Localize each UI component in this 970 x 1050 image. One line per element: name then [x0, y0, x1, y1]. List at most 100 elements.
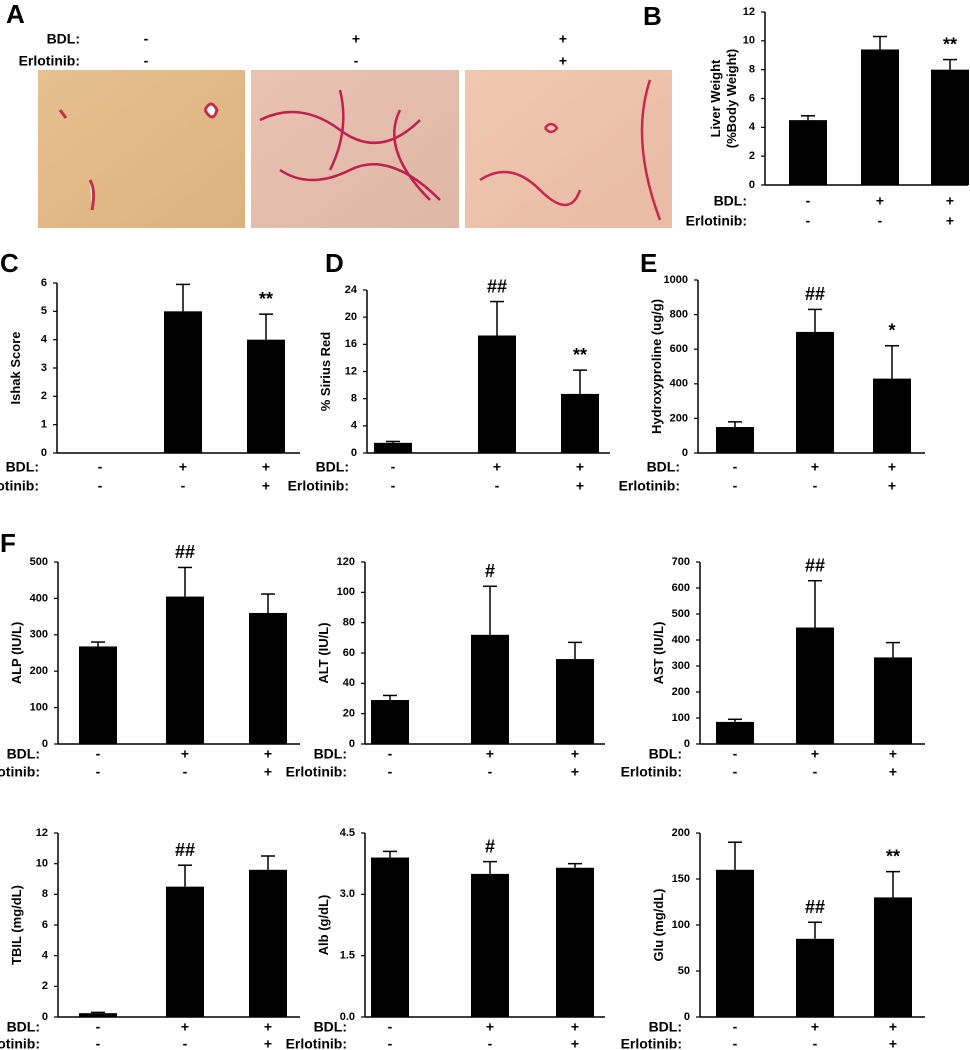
condition-name: Erlotinib:: [0, 478, 39, 494]
y-tick-label: 150: [672, 873, 690, 885]
y-tick-label: 6: [42, 919, 48, 931]
bar: [561, 393, 599, 453]
error-bar: [490, 300, 504, 336]
condition-sign: -: [96, 1019, 101, 1035]
y-tick-label: 1.5: [340, 950, 355, 962]
condition-sign: +: [946, 213, 954, 229]
condition-name: Erlotinib:: [286, 764, 347, 780]
bar: [164, 311, 202, 453]
condition-sign: -: [391, 459, 396, 475]
y-tick-label: 20: [345, 311, 357, 323]
bar: [796, 627, 834, 744]
condition-sign: +: [889, 764, 897, 780]
y-tick-label: 200: [670, 412, 688, 424]
y-axis-label: Liver Weight(%Body Weight): [708, 49, 739, 148]
bar: [471, 873, 509, 1017]
error-bar: [728, 421, 742, 428]
error-bar: [483, 860, 497, 874]
error-bar: [808, 579, 822, 628]
condition-sign: +: [486, 1019, 494, 1035]
condition-sign: -: [181, 478, 186, 494]
y-tick-label: 8: [42, 888, 48, 900]
condition-sign: -: [388, 764, 393, 780]
condition-sign: +: [571, 764, 579, 780]
y-tick-label: 600: [672, 582, 690, 594]
y-tick-label: 0: [749, 179, 755, 191]
condition-sign: -: [98, 459, 103, 475]
micrograph-detail: [58, 102, 219, 211]
condition-sign: -: [878, 213, 883, 229]
condition-sign: +: [264, 764, 272, 780]
condition-name: Erlotinib:: [621, 764, 682, 780]
y-tick-label: 0.0: [340, 1011, 355, 1023]
error-bar: [943, 58, 957, 70]
condition-sign: +: [811, 459, 819, 475]
condition-sign: +: [264, 1019, 272, 1035]
y-tick-label: 8: [351, 393, 357, 405]
condition-name: Erlotinib:: [19, 53, 80, 69]
error-bar: [483, 585, 497, 635]
panel-label: D: [325, 248, 344, 278]
y-tick-label: 2: [41, 390, 47, 402]
condition-sign: -: [733, 746, 738, 762]
bar: [371, 700, 409, 744]
condition-sign: +: [181, 746, 189, 762]
condition-sign: -: [391, 478, 396, 494]
y-tick-label: 8: [749, 64, 755, 76]
y-tick-label: 600: [670, 343, 688, 355]
condition-name: BDL:: [314, 1019, 347, 1035]
y-axis-label: AST (IU/L): [651, 622, 666, 685]
y-tick-label: 120: [337, 556, 355, 568]
condition-sign: +: [571, 1019, 579, 1035]
y-tick-label: 0: [684, 738, 690, 750]
error-bar: [728, 841, 742, 870]
y-tick-label: 10: [743, 35, 755, 47]
significance-label: **: [259, 289, 273, 309]
condition-name: Erlotinib:: [686, 213, 747, 229]
condition-name: BDL:: [6, 459, 39, 475]
y-tick-label: 6: [749, 92, 755, 104]
bar: [374, 442, 412, 453]
significance-label: **: [943, 34, 957, 54]
y-tick-label: 6: [41, 277, 47, 289]
condition-sign: -: [813, 478, 818, 494]
y-tick-label: 80: [343, 617, 355, 629]
condition-sign: -: [144, 31, 149, 47]
y-tick-label: 400: [672, 634, 690, 646]
error-bar: [91, 1011, 105, 1014]
error-bar: [383, 850, 397, 858]
condition-sign: +: [264, 746, 272, 762]
significance-label: ##: [487, 276, 507, 296]
condition-sign: -: [495, 478, 500, 494]
error-bar: [808, 921, 822, 939]
y-tick-label: 2: [42, 980, 48, 992]
significance-label: ##: [805, 897, 825, 917]
micrograph: [465, 70, 672, 228]
condition-sign: +: [262, 459, 270, 475]
micrograph-detail: [479, 79, 662, 221]
condition-sign: -: [98, 478, 103, 494]
condition-name: Erlotinib:: [286, 1036, 347, 1050]
y-tick-label: 100: [672, 919, 690, 931]
condition-sign: -: [183, 764, 188, 780]
condition-sign: +: [946, 193, 954, 209]
bar: [478, 335, 516, 453]
y-tick-label: 300: [30, 629, 48, 641]
y-tick-label: 1000: [664, 274, 688, 286]
y-tick-label: 100: [337, 586, 355, 598]
y-axis-label: Hydroxyproline (ug/g): [649, 299, 664, 434]
bar: [556, 867, 594, 1017]
y-tick-label: 500: [30, 556, 48, 568]
condition-sign: -: [96, 746, 101, 762]
condition-sign: +: [576, 478, 584, 494]
condition-name: Erlotinib:: [621, 1036, 682, 1050]
error-bar: [886, 870, 900, 898]
y-tick-label: 0: [684, 1011, 690, 1023]
condition-sign: -: [183, 1036, 188, 1050]
condition-name: Erlotinib:: [288, 478, 349, 494]
condition-sign: -: [813, 764, 818, 780]
significance-label: ##: [175, 840, 195, 860]
error-bar: [91, 641, 105, 647]
condition-sign: +: [811, 746, 819, 762]
y-axis-label: Glu (mg/dL): [651, 889, 666, 962]
